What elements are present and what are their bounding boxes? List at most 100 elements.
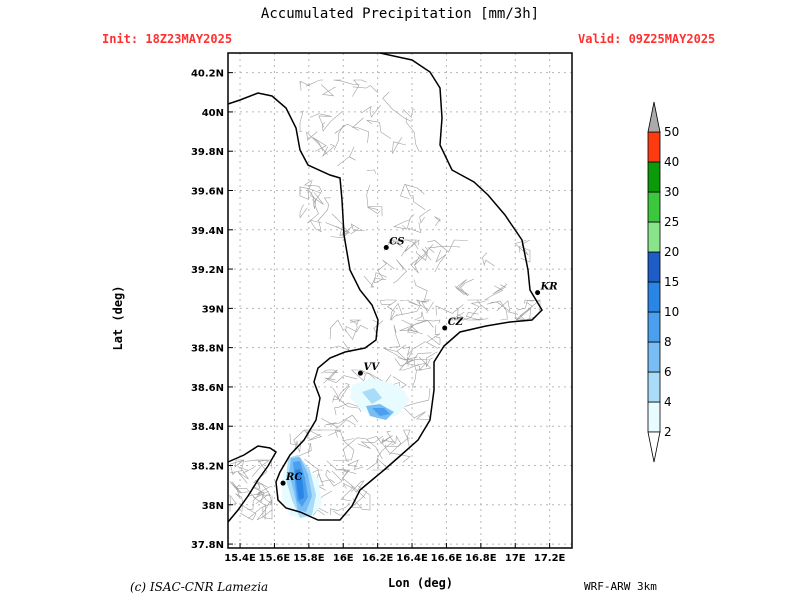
boundary-line (427, 334, 441, 345)
boundary-line (293, 429, 310, 453)
y-tick-label: 38.8N (191, 344, 224, 355)
y-axis-ticks: 37.8N 38N 38.2N 38.4N 38.6N 38.8N 39N 39.2N 39.4… (191, 69, 233, 551)
y-tick-label: 39.8N (191, 147, 224, 158)
y-tick-label: 39.4N (191, 226, 224, 237)
boundary-line (388, 435, 402, 456)
boundary-line (426, 325, 441, 349)
boundary-line (454, 278, 474, 296)
boundary-line (486, 300, 508, 321)
boundary-line (483, 285, 504, 301)
boundary-line (239, 504, 257, 521)
grid-lines (228, 53, 572, 548)
boundary-line (411, 369, 421, 388)
boundary-line (367, 206, 381, 215)
colorbar-label: 20 (664, 245, 679, 259)
boundary-line (350, 480, 365, 493)
city-markers: CS KR CZ VV RC (280, 236, 558, 486)
colorbar-label: 10 (664, 305, 679, 319)
boundary-line (342, 437, 366, 463)
boundary-line (519, 299, 541, 317)
city-dot (383, 244, 389, 250)
boundary-line (467, 299, 489, 312)
boundary-line (346, 459, 364, 470)
boundary-line (366, 119, 392, 140)
boundary-line (457, 313, 484, 321)
boundary-line (252, 486, 273, 504)
boundary-line (406, 214, 422, 233)
boundary-line (324, 375, 358, 384)
boundary-line (299, 186, 321, 195)
x-tick-label: 16.4E (396, 553, 428, 564)
x-tick-label: 16.6E (431, 553, 463, 564)
boundary-line (321, 418, 356, 429)
x-tick-label: 16E (333, 553, 354, 564)
boundary-line (330, 225, 354, 239)
boundary-line (333, 79, 360, 85)
boundary-line (299, 110, 304, 133)
boundary-line (383, 239, 403, 251)
boundary-line (405, 117, 420, 153)
boundary-line (309, 113, 332, 128)
boundary-line (349, 319, 361, 325)
boundary-line (393, 259, 407, 284)
city-label-kr: KR (540, 282, 558, 293)
boundary-line (373, 272, 387, 284)
boundary-line (299, 204, 308, 219)
colorbar-label: 15 (664, 275, 679, 289)
boundary-line (350, 223, 365, 235)
colorbar-box (647, 401, 661, 433)
boundary-line (413, 279, 431, 301)
colorbar-label: 25 (664, 215, 679, 229)
map-border (227, 52, 573, 549)
boundary-line (352, 79, 367, 97)
boundary-line (251, 459, 270, 478)
city-dot (442, 325, 448, 331)
boundary-line (332, 394, 362, 412)
boundary-line (299, 80, 311, 91)
y-tick-label: 38.2N (191, 462, 224, 473)
valid-time: Valid: 09Z25MAY2025 (578, 32, 716, 46)
boundary-line (256, 500, 273, 521)
precip-center-a (362, 388, 382, 404)
boundary-line (351, 117, 370, 144)
boundary-line (402, 388, 431, 419)
city-label-vv: VV (363, 362, 380, 373)
boundary-line (357, 435, 384, 449)
precip-center-c (372, 408, 390, 416)
boundary-line (325, 414, 359, 425)
boundary-line (407, 320, 434, 334)
boundary-line (405, 184, 426, 211)
boundary-line (377, 259, 395, 280)
boundary-line (326, 460, 346, 471)
boundary-line (415, 299, 434, 312)
boundary-line (507, 311, 520, 321)
x-tick-label: 15.8E (293, 553, 325, 564)
boundary-line (320, 84, 336, 97)
boundary-line (381, 442, 411, 463)
boundary-line (393, 219, 411, 230)
coastline-calabria (227, 52, 543, 521)
x-tick-label: 16.2E (362, 553, 394, 564)
boundary-line (331, 469, 357, 481)
map-title: Accumulated Precipitation [mm/3h] (260, 6, 540, 22)
boundary-line (337, 146, 356, 167)
boundary-line (414, 311, 424, 321)
colorbar-box (647, 251, 661, 283)
city-dot (535, 290, 541, 296)
boundary-line (388, 239, 418, 247)
colorbar-box (647, 131, 661, 163)
boundary-line (435, 304, 464, 316)
boundary-line (400, 184, 425, 199)
colorbar-bottom-arrow (647, 431, 661, 463)
boundary-line (262, 506, 273, 520)
boundary-line (271, 495, 273, 512)
boundary-line (307, 195, 319, 224)
x-tick-label: 17.2E (534, 553, 566, 564)
y-tick-label: 39N (202, 304, 224, 315)
boundary-line (365, 435, 383, 460)
init-time: Init: 18Z23MAY2025 (102, 32, 233, 46)
colorbar-box (647, 191, 661, 223)
boundary-line (401, 239, 420, 257)
boundary-line (306, 131, 328, 155)
